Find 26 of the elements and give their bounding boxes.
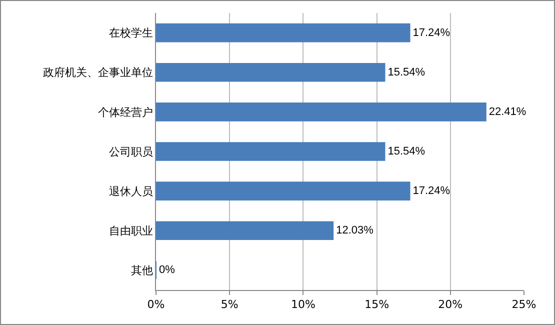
bar — [156, 221, 334, 240]
x-tick-label: 20% — [438, 298, 463, 312]
y-tick-label: 自由职业 — [108, 224, 153, 238]
x-tick-label: 0% — [147, 298, 165, 312]
y-tick-label: 公司职员 — [108, 145, 153, 158]
x-tick-label: 15% — [364, 298, 390, 312]
data-label: 0% — [159, 264, 176, 276]
bar — [156, 62, 386, 82]
data-label: 12.03% — [336, 224, 374, 237]
data-label: 15.54% — [388, 146, 426, 158]
bar — [156, 142, 386, 161]
data-label: 17.24% — [412, 26, 450, 39]
y-tick-label: 退休人员 — [108, 184, 153, 198]
data-label: 17.24% — [412, 185, 450, 198]
y-tick-label: 个体经营户 — [98, 106, 153, 119]
x-tick-label: 25% — [512, 298, 536, 312]
x-tick-label: 10% — [290, 298, 316, 312]
y-tick-label: 政府机关、企事业单位 — [42, 66, 153, 80]
y-tick-label: 其他 — [130, 264, 153, 278]
data-label: 15.54% — [388, 66, 426, 78]
y-tick-label: 在校学生 — [108, 26, 153, 40]
bar — [156, 182, 410, 200]
bar — [156, 102, 486, 122]
data-label: 22.41% — [488, 106, 526, 118]
x-tick-label: 5% — [220, 298, 238, 312]
bar — [156, 23, 410, 42]
